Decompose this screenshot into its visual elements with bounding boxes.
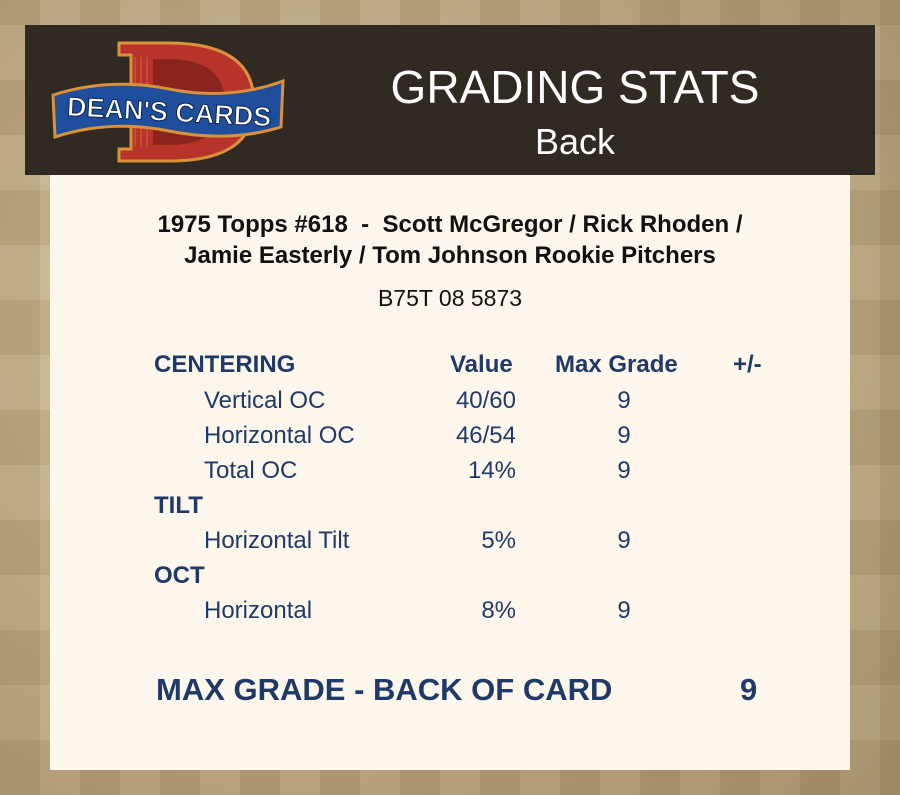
- cert-number: B75T 08 5873: [377, 285, 523, 311]
- page-subtitle: Back: [534, 121, 616, 162]
- oct-horizontal-max-grade: 9: [617, 597, 631, 624]
- stats-panel: 1975 Topps #618 - Scott McGregor / Rick …: [50, 175, 850, 770]
- horizontal-oc-value: 46/54: [455, 422, 516, 449]
- vertical-oc-max-grade: 9: [617, 387, 631, 414]
- horizontal-oc-max-grade: 9: [617, 422, 631, 449]
- horizontal-tilt-label: Horizontal Tilt: [204, 527, 350, 554]
- total-oc-label: Total OC: [204, 457, 298, 484]
- total-oc-value: 14%: [467, 457, 516, 484]
- max-grade-column-header: Max Grade: [555, 351, 678, 378]
- oct-header: OCT: [154, 562, 205, 589]
- max-grade-summary-label: MAX GRADE - BACK OF CARD: [156, 672, 613, 707]
- header-bar: DEAN'S CARDS GRADING STATS Back: [25, 25, 875, 175]
- total-oc-max-grade: 9: [617, 457, 631, 484]
- max-grade-summary-value: 9: [740, 672, 758, 707]
- horizontal-oc-label: Horizontal OC: [204, 422, 355, 449]
- plus-minus-column-header: +/-: [733, 351, 762, 378]
- oct-horizontal-label: Horizontal: [204, 597, 313, 624]
- card-title-line-1: 1975 Topps #618 - Scott McGregor / Rick …: [157, 211, 743, 238]
- oct-horizontal-value: 8%: [481, 597, 516, 624]
- card-title-line-2: Jamie Easterly / Tom Johnson Rookie Pitc…: [184, 242, 716, 269]
- horizontal-tilt-value: 5%: [481, 527, 516, 554]
- page-title: GRADING STATS: [390, 61, 760, 113]
- vertical-oc-value: 40/60: [455, 387, 516, 414]
- value-column-header: Value: [450, 351, 513, 378]
- horizontal-tilt-max-grade: 9: [617, 527, 631, 554]
- centering-header: CENTERING: [154, 351, 296, 378]
- vertical-oc-label: Vertical OC: [204, 387, 326, 414]
- tilt-header: TILT: [154, 492, 203, 519]
- deans-cards-logo: DEAN'S CARDS: [51, 41, 285, 163]
- card-title: 1975 Topps #618 - Scott McGregor / Rick …: [50, 209, 850, 271]
